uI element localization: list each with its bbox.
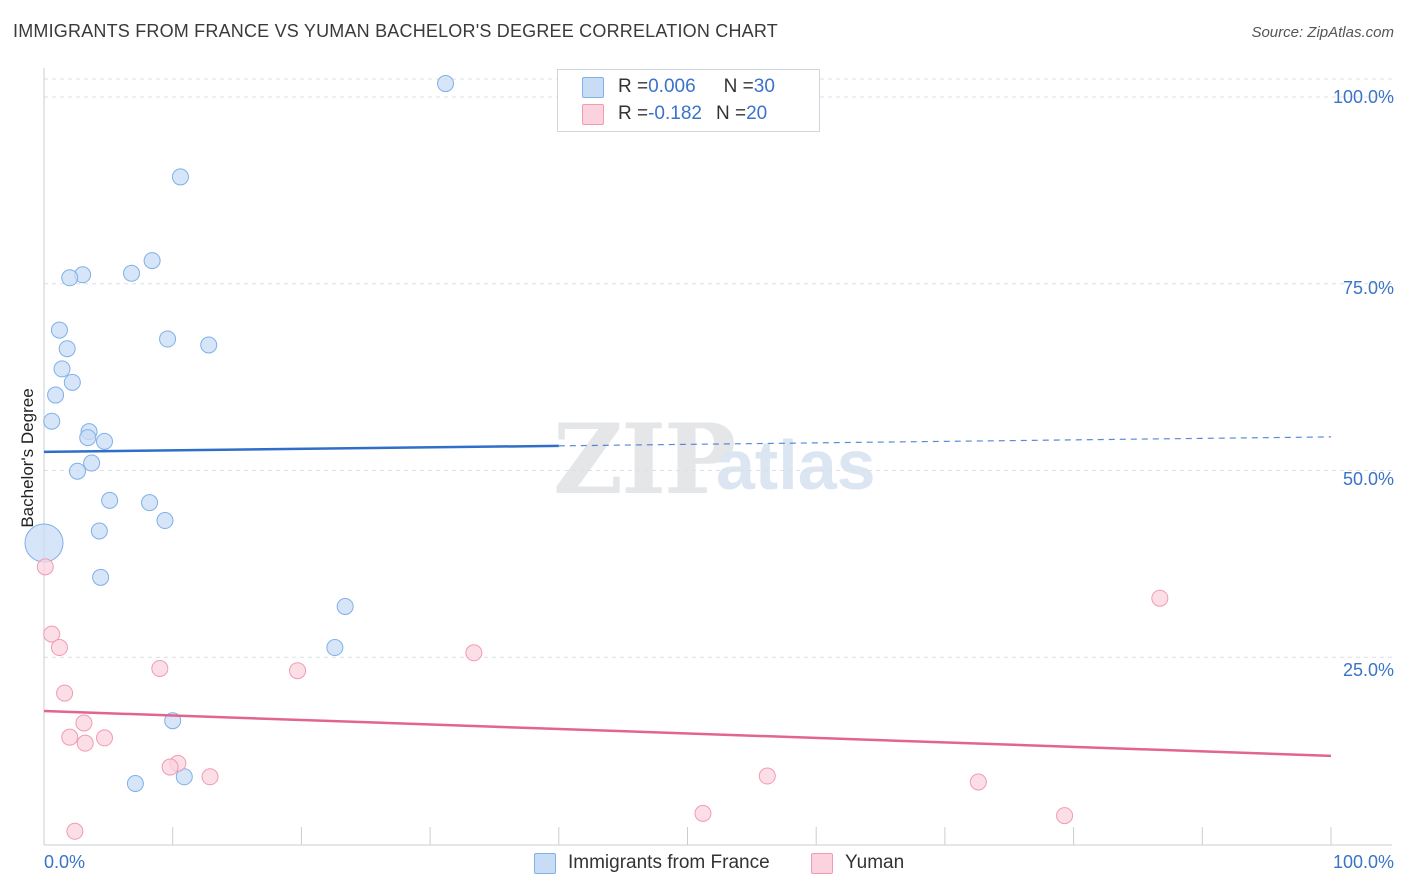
watermark-atlas: atlas bbox=[716, 426, 876, 504]
data-point-yuman bbox=[50, 639, 68, 657]
data-point-yuman bbox=[66, 822, 84, 840]
data-point-france bbox=[61, 269, 79, 287]
data-point-france bbox=[68, 462, 86, 480]
legend-r-value: 0.006 bbox=[648, 76, 696, 97]
y-tick-label-50: 50.0% bbox=[1342, 469, 1394, 489]
data-point-france bbox=[143, 252, 161, 270]
data-point-france bbox=[126, 774, 144, 792]
data-point-france bbox=[83, 454, 101, 472]
data-point-yuman bbox=[289, 662, 307, 680]
data-point-france bbox=[24, 523, 64, 563]
legend-n-label: N = bbox=[723, 76, 754, 97]
legend-r-label: R = bbox=[618, 76, 649, 97]
legend: R = 0.006 N = 30 R = -0.182 N = 20 bbox=[557, 69, 820, 132]
bottom-legend-swatch-france bbox=[534, 852, 556, 874]
data-point-france bbox=[141, 494, 159, 512]
data-point-yuman bbox=[465, 644, 483, 662]
data-point-france bbox=[101, 491, 119, 509]
legend-n-value: 30 bbox=[753, 76, 775, 97]
data-point-yuman bbox=[694, 804, 712, 822]
bottom-legend-yuman: Yuman bbox=[811, 852, 904, 874]
data-point-france bbox=[58, 340, 76, 358]
data-point-yuman bbox=[75, 714, 93, 732]
trend-line-france-dashed bbox=[558, 436, 1332, 447]
data-point-yuman bbox=[43, 625, 61, 643]
data-point-france bbox=[156, 512, 174, 530]
source-label: Source: ZipAtlas.com bbox=[1251, 24, 1394, 41]
data-point-yuman bbox=[61, 728, 79, 746]
data-point-france bbox=[336, 597, 354, 615]
data-point-france bbox=[53, 360, 71, 378]
legend-row-france: R = 0.006 N = 30 bbox=[582, 75, 775, 99]
legend-n-label: N = bbox=[715, 103, 747, 124]
data-point-yuman bbox=[56, 684, 74, 702]
trend-line-yuman bbox=[43, 709, 1332, 758]
data-point-france bbox=[90, 522, 108, 540]
data-point-yuman bbox=[76, 734, 94, 752]
data-point-france bbox=[326, 639, 344, 657]
y-tick-label-100: 100.0% bbox=[1332, 87, 1394, 107]
data-point-france bbox=[159, 330, 177, 348]
x-tick-label-max: 100.0% bbox=[1332, 852, 1394, 872]
legend-swatch-france bbox=[582, 76, 604, 98]
data-point-france bbox=[79, 429, 97, 447]
bottom-legend-france: Immigrants from France bbox=[534, 852, 770, 874]
x-tick-label-min: 0.0% bbox=[44, 852, 86, 872]
data-point-yuman bbox=[161, 758, 179, 776]
bottom-legend-label-yuman: Yuman bbox=[845, 852, 905, 873]
chart-title: IMMIGRANTS FROM FRANCE VS YUMAN BACHELOR… bbox=[13, 21, 778, 41]
watermark-zip: ZIP bbox=[553, 403, 736, 516]
data-point-yuman bbox=[758, 767, 776, 785]
data-point-yuman bbox=[1056, 807, 1074, 825]
trend-line-france bbox=[43, 444, 559, 454]
data-point-yuman bbox=[95, 729, 113, 747]
data-point-france bbox=[63, 373, 81, 391]
data-point-france bbox=[92, 568, 110, 586]
data-point-france bbox=[47, 386, 65, 404]
data-point-yuman bbox=[1151, 589, 1169, 607]
data-point-france bbox=[50, 321, 68, 339]
data-point-yuman bbox=[36, 558, 54, 576]
data-point-yuman bbox=[151, 659, 169, 677]
data-point-yuman bbox=[201, 768, 219, 786]
y-tick-label-25: 25.0% bbox=[1342, 660, 1394, 680]
data-point-france bbox=[437, 75, 455, 93]
bottom-legend-label-france: Immigrants from France bbox=[568, 852, 770, 873]
data-point-france bbox=[43, 412, 61, 430]
legend-r-value: -0.182 bbox=[648, 103, 702, 124]
y-tick-label-75: 75.0% bbox=[1342, 278, 1394, 298]
data-point-yuman bbox=[969, 773, 987, 791]
data-point-france bbox=[171, 168, 189, 186]
legend-r-label: R = bbox=[618, 103, 649, 124]
bottom-legend-swatch-yuman bbox=[811, 852, 833, 874]
legend-n-value: 20 bbox=[746, 103, 768, 124]
data-point-france bbox=[200, 336, 218, 354]
legend-swatch-yuman bbox=[582, 103, 604, 125]
legend-row-yuman: R = -0.182 N = 20 bbox=[582, 102, 767, 126]
data-point-france bbox=[95, 432, 113, 450]
data-point-france bbox=[123, 264, 141, 282]
